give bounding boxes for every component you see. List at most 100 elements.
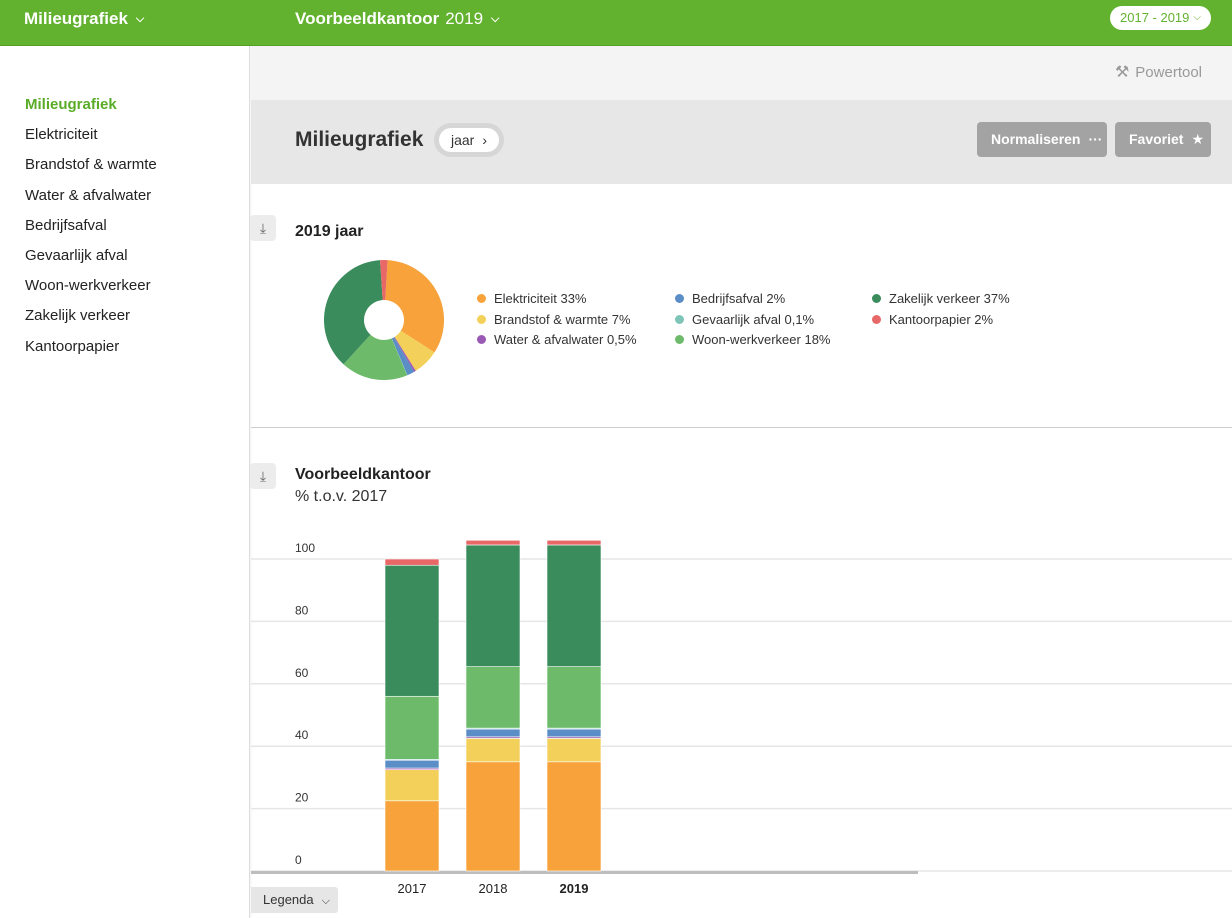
y-tick-label: 60 <box>295 666 309 680</box>
pie-section-title: 2019 jaar <box>295 223 364 240</box>
pie-chart <box>324 260 444 380</box>
chevron-down-icon: ⌵ <box>1193 12 1201 23</box>
y-tick-label: 20 <box>295 791 309 805</box>
top-bar: Milieugrafiek ⌵ Voorbeeldkantoor 2019 ⌵ 201… <box>0 0 1232 46</box>
legend-dot-icon <box>872 315 881 324</box>
office-name: Voorbeeldkantoor <box>295 9 440 28</box>
legend-dot-icon <box>477 294 486 303</box>
office-year: 2019 <box>445 9 484 28</box>
bar-section-title: Voorbeeldkantoor <box>295 466 431 483</box>
legend-item[interactable]: Woon-werkverkeer 18% <box>675 332 830 347</box>
sidebar-item[interactable]: Brandstof & warmte <box>25 156 157 174</box>
sidebar: Milieugrafiek Elektriciteit Brandstof & wa… <box>0 46 250 918</box>
bar-segment[interactable] <box>546 738 602 763</box>
sidebar-item[interactable]: Woon-werkverkeer <box>25 277 151 295</box>
legend-dot-icon <box>675 315 684 324</box>
legend-dot-icon <box>872 294 881 303</box>
favorite-label: Favoriet <box>1129 131 1184 147</box>
legend-label: Gevaarlijk afval 0,1% <box>692 312 815 327</box>
year-range-selector[interactable]: 2017 - 2019 ⌵ <box>1110 6 1211 30</box>
period-label: jaar <box>451 132 475 148</box>
bar-segment[interactable] <box>465 544 521 667</box>
download-icon[interactable]: ⤓ <box>250 215 276 241</box>
stacked-bar-chart: 0 20 40 60 80 100 2017 2018 2019 <box>251 539 1232 896</box>
bar-segment[interactable] <box>546 539 602 546</box>
section-divider <box>251 427 1232 428</box>
legend-label: Bedrijfsafval 2% <box>692 291 786 306</box>
star-icon: ★ <box>1191 131 1205 147</box>
legend-item[interactable]: Brandstof & warmte 7% <box>477 312 631 327</box>
legend-item[interactable]: Water & afvalwater 0,5% <box>477 332 637 347</box>
pie-slice[interactable] <box>380 260 388 301</box>
period-button[interactable]: jaar › <box>439 128 500 152</box>
sidebar-item[interactable]: Bedrijfsafval <box>25 216 107 234</box>
y-tick-label: 40 <box>295 728 309 742</box>
sidebar-item[interactable]: Kantoorpapier <box>25 337 120 355</box>
bar-segment[interactable] <box>384 759 440 769</box>
more-icon: ··· <box>1088 131 1103 147</box>
powertool-button[interactable]: ⚒ Powertool <box>1115 62 1202 82</box>
bar-segment[interactable] <box>546 761 602 872</box>
bar-segment[interactable] <box>465 728 521 738</box>
bar-segment[interactable] <box>384 800 440 872</box>
bar-segment[interactable] <box>465 666 521 729</box>
sidebar-list: Milieugrafiek Elektriciteit Brandstof & wa… <box>0 46 249 362</box>
bar-segment[interactable] <box>465 738 521 763</box>
legend-item[interactable]: Bedrijfsafval 2% <box>675 291 785 306</box>
legend-item[interactable]: Gevaarlijk afval 0,1% <box>675 312 814 327</box>
sidebar-item[interactable]: Gevaarlijk afval <box>25 246 128 264</box>
pie-slice[interactable] <box>343 334 408 380</box>
bar-segment[interactable] <box>465 761 521 872</box>
legend-label: Water & afvalwater 0,5% <box>494 332 637 347</box>
sidebar-item[interactable]: Zakelijk verkeer <box>25 307 131 325</box>
legend-dot-icon <box>477 315 486 324</box>
normalize-label: Normaliseren <box>991 131 1081 147</box>
legend-label: Brandstof & warmte 7% <box>494 312 631 327</box>
bar-segment[interactable] <box>465 539 521 546</box>
pie-slice[interactable] <box>385 260 444 353</box>
legend-label: Elektriciteit 33% <box>494 291 587 306</box>
sidebar-item[interactable]: Elektriciteit <box>25 126 98 144</box>
pie-slice[interactable] <box>394 336 416 372</box>
bar-segment[interactable] <box>384 769 440 802</box>
x-tick-label: 2018 <box>479 881 508 896</box>
pie-slice[interactable] <box>391 337 415 376</box>
legend-item[interactable]: Zakelijk verkeer 37% <box>872 291 1010 306</box>
normalize-button[interactable]: Normaliseren ··· <box>977 122 1107 157</box>
legend-item[interactable]: Kantoorpapier 2% <box>872 312 993 327</box>
chevron-down-icon: ⌵ <box>321 895 330 907</box>
bar-segment[interactable] <box>384 564 440 697</box>
favorite-button[interactable]: Favoriet ★ <box>1115 122 1211 157</box>
pie-slice[interactable] <box>324 260 383 365</box>
powertool-label: Powertool <box>1135 64 1202 81</box>
page-header: Milieugrafiek jaar › Normaliseren ··· Favo… <box>251 100 1232 184</box>
app-title: Milieugrafiek <box>24 9 128 28</box>
bar-segment[interactable] <box>384 695 440 760</box>
pie-slice[interactable] <box>391 338 408 376</box>
toolbar-strip: ⚒ Powertool <box>251 46 1232 100</box>
y-tick-label: 100 <box>295 541 315 555</box>
tools-icon: ⚒ <box>1114 64 1130 81</box>
chevron-right-icon: › <box>482 132 488 148</box>
y-tick-label: 0 <box>295 853 302 867</box>
legend-label: Zakelijk verkeer 37% <box>889 291 1010 306</box>
chevron-down-icon: ⌵ <box>135 13 145 25</box>
chevron-down-icon: ⌵ <box>491 13 500 25</box>
download-icon[interactable]: ⤓ <box>250 463 276 489</box>
legend-dot-icon <box>675 335 684 344</box>
bar-segment[interactable] <box>546 544 602 667</box>
bar-segment[interactable] <box>384 558 440 566</box>
sidebar-item[interactable]: Milieugrafiek <box>25 96 117 113</box>
legend-toggle-label: Legenda <box>263 892 314 907</box>
bar-segment[interactable] <box>546 666 602 729</box>
office-selector[interactable]: Voorbeeldkantoor 2019 ⌵ <box>295 9 499 29</box>
period-selector: jaar › <box>434 123 505 157</box>
legend-toggle-button[interactable]: Legenda ⌵ <box>251 887 338 913</box>
page-title: Milieugrafiek <box>295 128 424 151</box>
pie-slice[interactable] <box>394 330 435 371</box>
legend-item[interactable]: Elektriciteit 33% <box>477 291 586 306</box>
year-range-label: 2017 - 2019 <box>1120 10 1190 25</box>
app-menu[interactable]: Milieugrafiek ⌵ <box>24 9 144 29</box>
sidebar-item[interactable]: Water & afvalwater <box>25 186 152 204</box>
bar-segment[interactable] <box>546 728 602 738</box>
